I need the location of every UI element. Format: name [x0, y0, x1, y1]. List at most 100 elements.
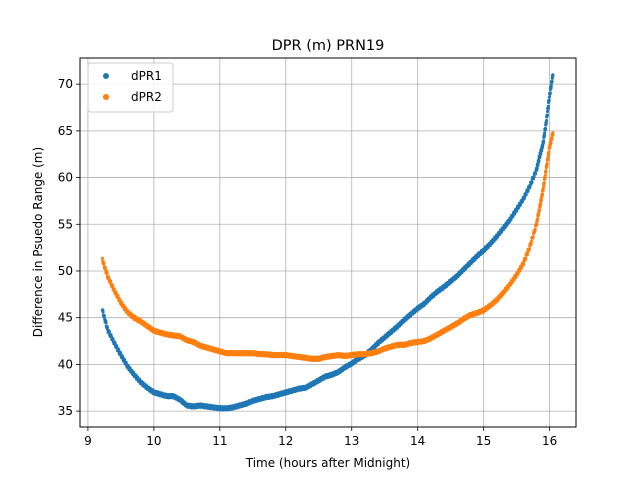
dpr1-point — [105, 325, 109, 329]
dpr1-point — [120, 354, 125, 359]
y-tick-label: 35 — [58, 404, 73, 418]
dpr1-point — [541, 145, 545, 149]
dpr2-point — [524, 256, 528, 260]
dpr1-point — [547, 98, 551, 102]
x-tick-label: 11 — [212, 434, 227, 448]
dpr2-point — [547, 150, 551, 154]
dpr2-point — [529, 239, 534, 244]
x-tick-label: 13 — [344, 434, 359, 448]
axis-ticks: 9 10 11 12 13 14 15 16 35 40 45 50 55 60 65 70 — [58, 77, 558, 448]
grid-lines — [80, 58, 576, 427]
dpr2-point — [538, 201, 543, 206]
dpr2-point — [536, 217, 540, 221]
dpr2-point — [527, 247, 532, 251]
dpr1-point — [536, 164, 540, 168]
data-points — [100, 73, 555, 412]
y-tick-label: 50 — [58, 264, 73, 278]
dpr1-point — [543, 131, 547, 135]
dpr1-point — [537, 159, 541, 163]
dpr2-point — [540, 192, 545, 196]
dpr1-point — [546, 104, 550, 108]
legend-marker-dpr1 — [103, 73, 109, 79]
y-tick-label: 45 — [58, 311, 73, 325]
dpr1-point — [107, 330, 111, 334]
x-tick-label: 14 — [410, 434, 425, 448]
dpr2-point — [544, 169, 548, 173]
dpr1-point — [544, 121, 548, 125]
dpr2-point — [100, 256, 105, 260]
x-tick-label: 15 — [476, 434, 491, 448]
dpr2-point — [541, 185, 546, 189]
dpr2-point — [114, 291, 118, 296]
legend-box — [87, 62, 174, 113]
dpr1-point — [102, 314, 106, 318]
dpr2-point — [548, 145, 552, 150]
dpr2-point — [112, 287, 116, 291]
dpr1-point — [524, 193, 528, 197]
dpr2-point — [541, 188, 545, 192]
dpr2-point — [549, 141, 553, 145]
dpr2-point — [546, 157, 550, 161]
dpr1-point — [539, 152, 543, 156]
dpr2-point — [537, 208, 542, 212]
dpr2-point — [122, 303, 126, 307]
dpr2-point — [118, 298, 122, 302]
dpr1-point — [551, 73, 555, 77]
dpr2-point — [551, 133, 555, 137]
plot-frame — [79, 57, 577, 428]
dpr2-point — [105, 271, 109, 275]
y-tick-label: 70 — [58, 77, 73, 91]
dpr1-point — [549, 86, 553, 90]
dpr2-point — [529, 242, 533, 246]
y-tick-label: 65 — [58, 124, 73, 138]
x-tick-label: 9 — [84, 434, 92, 448]
dpr2-point — [543, 176, 547, 180]
dpr1-point — [117, 348, 121, 352]
y-tick-label: 60 — [58, 171, 73, 185]
dpr2-point — [535, 223, 539, 227]
dpr1-point — [101, 310, 105, 314]
dpr2-point — [533, 227, 537, 231]
dpr2-point — [512, 278, 516, 282]
dpr1-point — [113, 341, 117, 346]
dpr1-point — [545, 113, 549, 117]
dpr2-point — [539, 198, 543, 202]
dpr2-point — [542, 181, 546, 185]
dpr1-point — [547, 95, 552, 99]
dpr1-point — [542, 139, 546, 143]
dpr2-point — [525, 253, 529, 257]
legend-marker-dpr2 — [103, 94, 109, 100]
dpr1-point — [550, 76, 554, 80]
dpr1-point — [104, 321, 108, 325]
y-tick-label: 40 — [58, 357, 73, 371]
legend-label-dpr2: dPR2 — [131, 90, 162, 104]
dpr1-point — [115, 344, 119, 348]
legend: dPR1 dPR2 — [87, 62, 174, 113]
dpr2-point — [546, 154, 550, 158]
chart-title: DPR (m) PRN19 — [272, 38, 385, 54]
y-tick-label: 55 — [58, 217, 73, 231]
dpr1-point — [550, 79, 554, 84]
dpr1-point — [544, 118, 549, 123]
x-tick-label: 16 — [542, 434, 557, 448]
dpr2-point — [551, 131, 555, 135]
dpr2-point — [545, 162, 549, 166]
dpr1-point — [111, 337, 115, 341]
x-axis-label: Time (hours after Midnight) — [245, 456, 410, 470]
dpr1-point — [542, 134, 547, 138]
x-tick-label: 12 — [278, 434, 293, 448]
dpr1-point — [530, 180, 534, 184]
dpr2-point — [536, 213, 541, 218]
dpr1-point — [532, 175, 536, 179]
dpr1-point — [548, 91, 552, 95]
dpr1-point — [526, 188, 530, 192]
dpr1-point — [534, 172, 538, 176]
dpr2-point — [518, 268, 522, 272]
dpr2-point — [543, 173, 547, 177]
legend-label-dpr1: dPR1 — [131, 69, 162, 83]
dpr1-point — [511, 215, 515, 219]
y-axis-label: Difference in Psuedo Range (m) — [31, 147, 45, 337]
dpr1-point — [545, 109, 550, 114]
